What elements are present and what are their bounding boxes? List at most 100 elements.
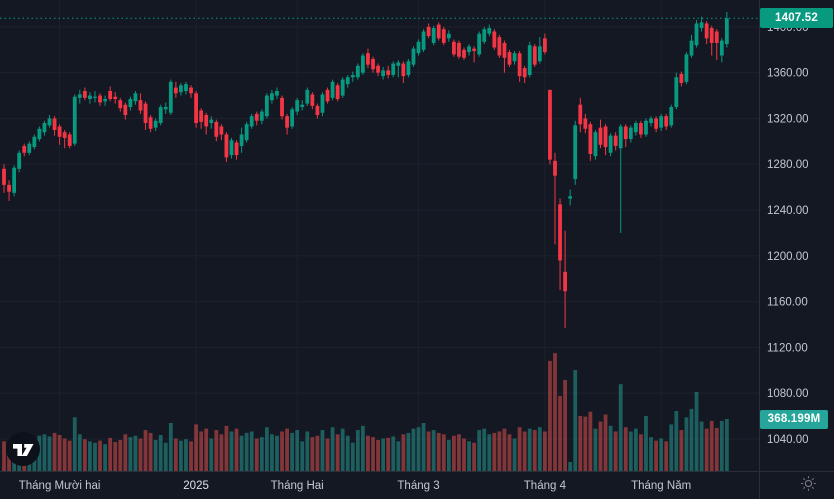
- candle-body: [93, 96, 97, 98]
- candle-body: [67, 134, 72, 146]
- candle-body: [57, 126, 62, 137]
- volume-bar: [588, 411, 593, 471]
- candle-body: [295, 100, 300, 112]
- price-tick-label: 1080.00: [767, 388, 809, 400]
- volume-bar: [184, 439, 188, 471]
- candle-body: [123, 104, 128, 116]
- candle-body: [37, 128, 42, 140]
- candle-body: [335, 85, 340, 100]
- volume-bar: [386, 437, 391, 471]
- candle-body: [517, 53, 522, 77]
- candle-body: [340, 79, 345, 96]
- volume-bar: [583, 416, 588, 471]
- candle-wick: [64, 129, 66, 149]
- candle-body: [118, 100, 123, 109]
- volume-bar: [158, 435, 163, 471]
- candle-body: [507, 52, 512, 65]
- candle-body: [472, 48, 477, 51]
- candle-body: [441, 29, 446, 43]
- candle-body: [12, 167, 17, 193]
- candle-body: [325, 89, 330, 102]
- volume-bar: [441, 434, 446, 471]
- volume-bar: [492, 432, 497, 471]
- candle-body: [179, 85, 183, 93]
- volume-bar: [507, 434, 512, 471]
- candle-body: [310, 94, 315, 106]
- time-tick-label: Tháng 4: [524, 480, 567, 492]
- volume-bar: [270, 434, 274, 471]
- volume-bar: [47, 436, 52, 471]
- candle-body: [401, 63, 406, 77]
- candle-body: [82, 90, 87, 98]
- time-tick-label: Tháng Năm: [631, 480, 691, 492]
- candle-body: [184, 84, 188, 91]
- candle-wick: [473, 46, 475, 63]
- candle-body: [330, 81, 335, 98]
- volume-bar: [674, 411, 679, 471]
- candle-body: [381, 70, 386, 77]
- candle-body: [583, 118, 588, 129]
- candle-body: [689, 40, 694, 56]
- volume-bar: [462, 438, 466, 471]
- volume-bar: [659, 438, 664, 471]
- volume-bar: [2, 441, 6, 471]
- candle-body: [714, 31, 719, 43]
- volume-bar: [244, 432, 249, 471]
- volume-bar: [315, 435, 320, 471]
- candle-body: [527, 45, 532, 75]
- volume-bar: [163, 442, 168, 471]
- candle-body: [492, 31, 497, 48]
- volume-bar: [714, 427, 719, 471]
- volume-bar: [209, 438, 214, 471]
- price-tick-label: 1280.00: [767, 159, 809, 171]
- candle-body: [709, 28, 714, 43]
- volume-bar: [113, 442, 118, 471]
- candle-body: [522, 68, 527, 78]
- time-tick-label: Tháng Hai: [271, 480, 324, 492]
- candle-body: [512, 53, 517, 62]
- volume-bar: [275, 435, 279, 471]
- volume-bar: [381, 438, 386, 471]
- candle-body: [376, 65, 380, 73]
- volume-bar: [280, 431, 284, 471]
- candle-body: [644, 120, 648, 135]
- candle-body: [406, 61, 411, 75]
- volume-bar: [295, 430, 300, 471]
- candle-body: [138, 100, 143, 111]
- volume-bar: [194, 424, 198, 471]
- volume-bar: [391, 436, 396, 471]
- candle-body: [315, 105, 320, 116]
- volume-bar: [340, 428, 345, 471]
- candle-body: [168, 81, 173, 113]
- candle-body: [542, 38, 547, 53]
- volume-bar: [669, 424, 674, 471]
- volume-bar: [573, 370, 578, 471]
- candle-body: [163, 107, 168, 110]
- volume-bar: [93, 442, 97, 471]
- volume-bar: [548, 360, 552, 471]
- volume-bar: [563, 379, 568, 471]
- candle-body: [598, 127, 603, 145]
- tradingview-logo[interactable]: [6, 432, 40, 466]
- volume-bar: [153, 439, 158, 471]
- candle-body: [355, 65, 360, 78]
- grid-lines: [0, 0, 759, 471]
- volume-bar: [593, 428, 598, 471]
- candle-body: [699, 22, 704, 29]
- volume-bar: [199, 431, 204, 471]
- volume-bar: [118, 439, 123, 471]
- candle-body: [300, 104, 305, 108]
- time-axis[interactable]: Tháng Mười hai 2025 Tháng Hai Tháng 3 Tháng …: [19, 480, 691, 492]
- volume-bar: [477, 430, 482, 471]
- candle-body: [588, 124, 593, 154]
- tradingview-logo-icon: [6, 432, 40, 466]
- volume-bar: [522, 431, 527, 471]
- candle-body: [416, 41, 421, 54]
- candle-body: [275, 90, 279, 96]
- candle-body: [593, 132, 598, 157]
- volume-bar: [613, 431, 618, 471]
- volume-bar: [366, 435, 370, 471]
- sun-brightness-icon[interactable]: [800, 475, 817, 492]
- candle-body: [42, 123, 47, 133]
